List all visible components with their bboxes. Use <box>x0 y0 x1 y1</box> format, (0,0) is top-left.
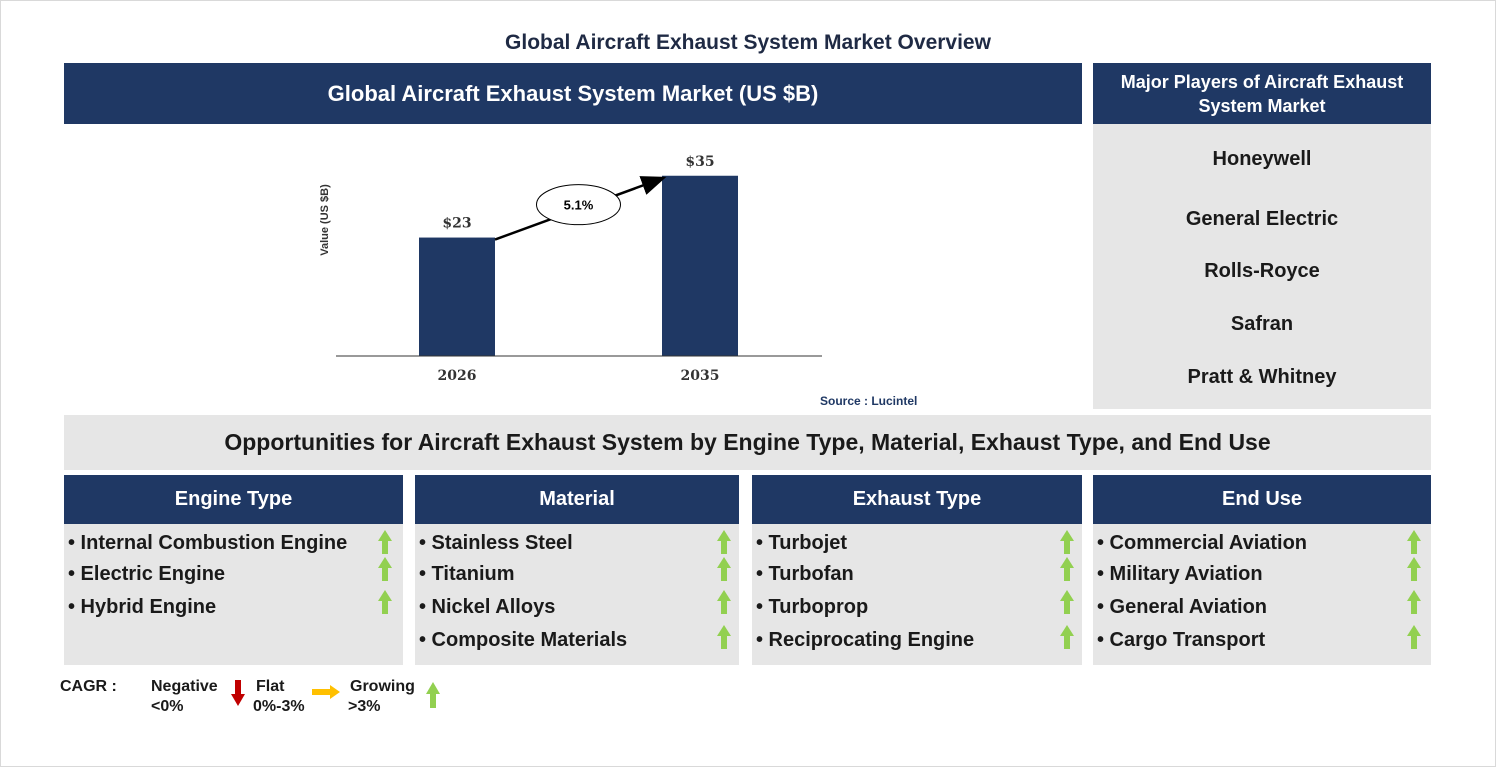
green-up-arrow-icon <box>1407 625 1421 649</box>
green-up-arrow-icon <box>1060 590 1074 614</box>
x-tick-label: 2035 <box>681 368 720 384</box>
segment-item: • Internal Combustion Engine <box>68 532 348 554</box>
legend-cagr-label: CAGR : <box>60 678 117 695</box>
chart-header: Global Aircraft Exhaust System Market (U… <box>64 63 1082 124</box>
green-up-arrow-icon <box>1060 530 1074 554</box>
green-up-arrow-icon <box>378 557 392 581</box>
players-panel: Honeywell General Electric Rolls-Royce S… <box>1093 124 1431 409</box>
segment-header-engine-type: Engine Type <box>64 475 403 524</box>
x-tick-label: 2026 <box>438 368 477 384</box>
y-axis-label: Value (US $B) <box>319 184 331 256</box>
green-up-arrow-icon <box>717 625 731 649</box>
legend-negative-range: <0% <box>151 698 184 715</box>
bar-2035 <box>662 175 738 356</box>
green-up-arrow-icon <box>378 590 392 614</box>
legend-growing-range: >3% <box>348 698 381 715</box>
green-up-arrow-icon <box>1407 557 1421 581</box>
player-rolls-royce: Rolls-Royce <box>1204 260 1320 282</box>
bar-value-label: $35 <box>685 154 714 170</box>
green-up-arrow-icon <box>1060 557 1074 581</box>
player-pratt-whitney: Pratt & Whitney <box>1187 366 1337 388</box>
green-up-arrow-icon <box>717 590 731 614</box>
page-title: Global Aircraft Exhaust System Market Ov… <box>505 31 991 54</box>
segment-panel-exhaust-type: • Turbojet • Turbofan • Turboprop • Reci… <box>752 524 1082 665</box>
player-honeywell: Honeywell <box>1212 148 1312 170</box>
segment-header-exhaust-type: Exhaust Type <box>752 475 1082 524</box>
segment-item: • Turbofan <box>756 563 854 585</box>
segment-item: • Cargo Transport <box>1097 629 1266 651</box>
green-up-arrow-icon <box>378 530 392 554</box>
legend-flat-label: Flat <box>256 678 285 695</box>
segment-item: • Turbojet <box>756 532 848 554</box>
segment-panel-engine-type: • Internal Combustion Engine • Electric … <box>64 524 403 665</box>
bar-2026 <box>419 237 495 356</box>
legend-negative-label: Negative <box>151 678 218 695</box>
green-up-arrow-icon <box>717 557 731 581</box>
segment-header-end-use: End Use <box>1093 475 1431 524</box>
cagr-bubble <box>536 184 621 226</box>
segment-header-material: Material <box>415 475 739 524</box>
segment-item: • Composite Materials <box>419 629 628 651</box>
players-header: Major Players of Aircraft Exhaust System… <box>1093 63 1431 124</box>
bar-value-label: $23 <box>442 216 471 232</box>
green-up-arrow-icon <box>1407 530 1421 554</box>
green-up-arrow-icon <box>426 682 440 708</box>
market-bar-chart: Value (US $B) $23 2026 $35 2035 5.1% <box>319 154 822 384</box>
segment-item: • Turboprop <box>756 596 869 618</box>
segment-panel-end-use: • Commercial Aviation • Military Aviatio… <box>1093 524 1431 665</box>
legend-growing-label: Growing <box>350 678 415 695</box>
legend-flat-range: 0%-3% <box>253 698 305 715</box>
segment-item: • General Aviation <box>1097 596 1268 618</box>
cagr-label: 5.1% <box>564 198 594 213</box>
segment-item: • Electric Engine <box>68 563 226 585</box>
segment-panel-material: • Stainless Steel • Titanium • Nickel Al… <box>415 524 739 665</box>
yellow-right-arrow-icon <box>312 685 340 699</box>
source-note: Source : Lucintel <box>820 394 918 408</box>
segment-item: • Titanium <box>419 563 515 585</box>
segment-item: • Reciprocating Engine <box>756 629 975 651</box>
green-up-arrow-icon <box>1407 590 1421 614</box>
red-down-arrow-icon <box>231 680 245 706</box>
segment-item: • Commercial Aviation <box>1097 532 1308 554</box>
green-up-arrow-icon <box>1060 625 1074 649</box>
segment-item: • Hybrid Engine <box>68 596 217 618</box>
player-safran: Safran <box>1230 313 1294 335</box>
opportunities-banner: Opportunities for Aircraft Exhaust Syste… <box>64 415 1431 470</box>
player-general-electric: General Electric <box>1185 208 1339 230</box>
segment-item: • Stainless Steel <box>419 532 573 554</box>
segment-item: • Nickel Alloys <box>419 596 556 618</box>
green-up-arrow-icon <box>717 530 731 554</box>
segment-item: • Military Aviation <box>1097 563 1263 585</box>
